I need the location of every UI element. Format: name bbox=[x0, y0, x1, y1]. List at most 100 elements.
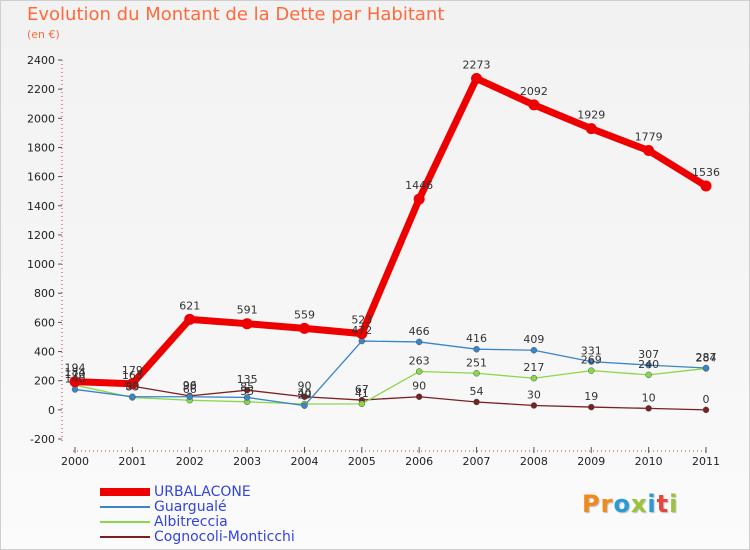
data-label: 416 bbox=[466, 332, 487, 345]
data-label: 41 bbox=[355, 387, 369, 400]
y-tick-label: -200 bbox=[30, 433, 55, 446]
data-point bbox=[356, 328, 368, 340]
data-label: 184 bbox=[65, 366, 86, 379]
y-tick-label: 600 bbox=[34, 316, 55, 329]
data-point bbox=[530, 346, 538, 354]
data-point bbox=[358, 400, 366, 408]
x-tick-label: 2005 bbox=[348, 455, 376, 468]
x-tick-label: 2002 bbox=[176, 455, 204, 468]
data-point bbox=[415, 338, 423, 346]
data-label: 523 bbox=[351, 314, 372, 327]
data-label: 331 bbox=[581, 345, 602, 358]
data-label: 1929 bbox=[577, 109, 605, 122]
series-line bbox=[74, 340, 707, 407]
data-point bbox=[473, 370, 480, 377]
data-point bbox=[413, 193, 425, 205]
series-points bbox=[69, 73, 712, 414]
data-label: 1536 bbox=[692, 166, 720, 179]
legend-swatch-cognocoli-monticchi bbox=[100, 536, 150, 538]
data-label: 621 bbox=[179, 299, 200, 312]
data-point bbox=[126, 378, 138, 390]
data-label: 67 bbox=[355, 383, 369, 396]
data-label: 40 bbox=[297, 387, 311, 400]
data-point bbox=[530, 402, 538, 409]
data-point bbox=[588, 358, 595, 365]
y-tick-label: 2000 bbox=[27, 112, 55, 125]
y-tick-label: 1800 bbox=[27, 141, 55, 154]
data-point bbox=[471, 73, 483, 85]
data-label: 29 bbox=[297, 389, 311, 402]
series-line bbox=[74, 75, 708, 388]
x-tick-label: 2009 bbox=[577, 455, 605, 468]
data-label: 170 bbox=[65, 368, 86, 381]
data-label: 591 bbox=[237, 304, 258, 317]
data-point bbox=[243, 386, 251, 394]
data-labels: 184 163 96 135 90 67 90 54 30 19 10 0 170 85 66 55 40 41 2… bbox=[65, 59, 721, 406]
data-label: 179 bbox=[122, 364, 143, 377]
series-line bbox=[74, 382, 707, 411]
data-point bbox=[702, 364, 710, 372]
data-point bbox=[129, 393, 136, 400]
data-point bbox=[186, 393, 193, 400]
data-label: 472 bbox=[351, 324, 372, 337]
data-label: 194 bbox=[65, 362, 86, 375]
data-label: 30 bbox=[527, 388, 541, 401]
y-tick-label: 1200 bbox=[27, 229, 55, 242]
data-point bbox=[645, 405, 652, 412]
data-label: 269 bbox=[581, 354, 602, 367]
data-label: 54 bbox=[470, 385, 484, 398]
x-tick-label: 2011 bbox=[692, 455, 720, 468]
axes: -200020040060080010001200140016001800200… bbox=[27, 54, 720, 468]
data-point bbox=[588, 403, 595, 411]
y-tick-label: 2400 bbox=[27, 54, 55, 67]
data-point bbox=[241, 318, 253, 330]
data-label: 85 bbox=[125, 380, 139, 393]
x-tick-label: 2008 bbox=[520, 455, 548, 468]
y-tick-label: 400 bbox=[34, 346, 55, 359]
y-tick-label: 1000 bbox=[27, 258, 55, 271]
x-tick-label: 2001 bbox=[118, 455, 146, 468]
chart-title: Evolution du Montant de la Dette par Hab… bbox=[27, 4, 445, 25]
data-label: 251 bbox=[466, 356, 487, 369]
y-tick-label: 0 bbox=[48, 404, 55, 417]
data-label: 135 bbox=[237, 373, 258, 386]
legend-label-guargual: Guargualé bbox=[154, 499, 227, 515]
series-lines bbox=[74, 75, 708, 411]
data-point bbox=[298, 322, 310, 334]
data-label: 284 bbox=[696, 351, 717, 364]
data-label: 55 bbox=[240, 385, 254, 398]
y-tick-label: 200 bbox=[34, 375, 55, 388]
data-point bbox=[528, 99, 540, 111]
series-line bbox=[74, 367, 707, 405]
x-tick-label: 2006 bbox=[405, 455, 433, 468]
data-label: 2092 bbox=[520, 85, 548, 98]
data-label: 240 bbox=[638, 358, 659, 371]
y-tick-label: 2200 bbox=[27, 83, 55, 96]
data-point bbox=[645, 361, 652, 369]
data-label: 559 bbox=[294, 308, 315, 321]
data-label: 90 bbox=[125, 380, 139, 393]
legend-label-albitreccia: Albitreccia bbox=[154, 514, 228, 530]
data-label: 217 bbox=[523, 361, 544, 374]
data-point bbox=[588, 367, 595, 374]
data-point bbox=[702, 406, 710, 414]
data-label: 287 bbox=[696, 351, 717, 364]
data-point bbox=[243, 394, 251, 401]
data-point bbox=[645, 371, 652, 379]
legend-swatch-albitreccia bbox=[100, 521, 150, 523]
data-point bbox=[415, 368, 423, 375]
data-label: 0 bbox=[703, 393, 710, 406]
legend-swatch-urbalacone bbox=[100, 488, 150, 496]
legend-label-cognocoli-monticchi: Cognocoli-Monticchi bbox=[154, 529, 295, 545]
data-label: 140 bbox=[65, 372, 86, 385]
x-tick-label: 2007 bbox=[463, 455, 491, 468]
data-point bbox=[473, 345, 480, 353]
data-point bbox=[530, 374, 538, 382]
data-label: 1779 bbox=[635, 131, 663, 144]
data-label: 409 bbox=[523, 333, 544, 346]
data-point bbox=[473, 398, 480, 406]
x-tick-label: 2010 bbox=[635, 455, 663, 468]
data-point bbox=[69, 376, 81, 388]
